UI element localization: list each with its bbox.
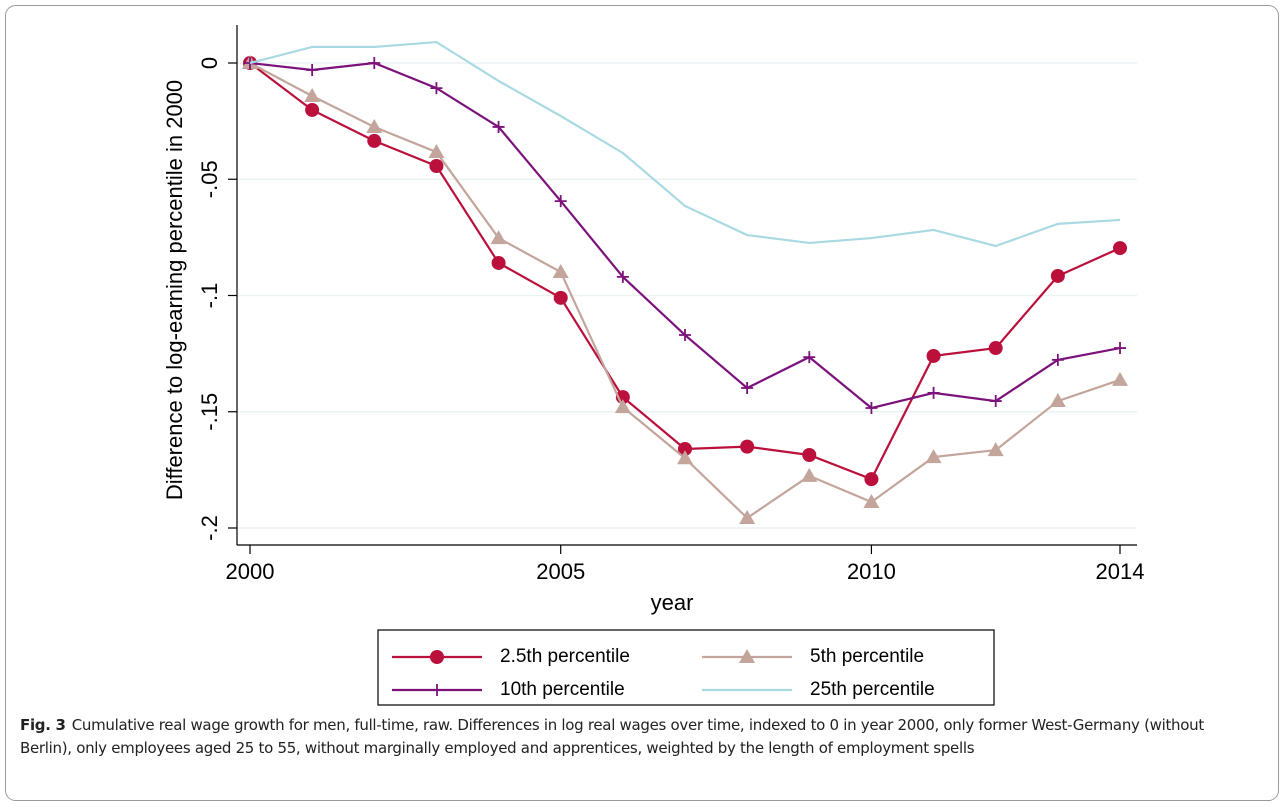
point [741, 382, 754, 395]
point [616, 270, 629, 283]
point [988, 341, 1003, 356]
point [490, 230, 507, 245]
point [989, 395, 1002, 408]
point [677, 450, 693, 465]
point [304, 88, 321, 103]
legend [377, 629, 995, 706]
caption-text: Cumulative real wage growth for men, ful… [20, 716, 1204, 757]
caption-label: Fig. 3 [20, 716, 66, 734]
legend-marker [739, 649, 755, 663]
point [428, 144, 445, 159]
x-axis-title: year [651, 590, 694, 615]
legend-label: 5th percentile [810, 646, 924, 667]
point [803, 351, 816, 364]
legend-label: 25th percentile [810, 679, 935, 700]
point [739, 510, 756, 525]
point [864, 472, 879, 487]
point [491, 255, 506, 270]
x-tick-label: 2010 [847, 559, 896, 584]
y-tick-label: -.05 [197, 160, 222, 198]
point [306, 63, 319, 76]
frame [5, 5, 1279, 801]
y-tick-label: -.2 [197, 515, 222, 541]
point [1112, 371, 1128, 386]
series-line [249, 40, 1121, 248]
point [1050, 268, 1065, 283]
y-tick-label: 0 [197, 57, 222, 69]
point [366, 118, 383, 133]
point [552, 264, 569, 279]
point [430, 82, 443, 95]
point [367, 133, 382, 148]
point [1114, 342, 1126, 355]
point [987, 442, 1004, 457]
y-axis-title: Difference to log-earning percentile in … [162, 80, 187, 500]
x-tick-label: 2014 [1096, 559, 1145, 584]
caption: Fig. 3 Cumulative real wage growth for me… [20, 714, 1260, 760]
legend-label: 10th percentile [500, 679, 625, 700]
point [927, 386, 940, 399]
legend-marker [430, 650, 444, 664]
point [1051, 353, 1064, 366]
point [926, 348, 941, 363]
point [553, 290, 568, 305]
series-line [249, 61, 1121, 410]
series-line [249, 62, 1121, 481]
point [740, 439, 755, 454]
point [429, 158, 444, 173]
x-tick-label: 2005 [536, 559, 585, 584]
point [368, 57, 381, 69]
x-tick-label: 2000 [226, 559, 275, 584]
point [614, 399, 631, 414]
point [679, 329, 691, 342]
legend-marker [431, 684, 443, 696]
y-tick-label: -.1 [197, 283, 222, 309]
point [305, 102, 320, 117]
point [554, 195, 567, 208]
point [925, 449, 942, 464]
legend-label: 2.5th percentile [500, 646, 630, 667]
point [1049, 393, 1066, 408]
point [1113, 241, 1127, 256]
point [801, 467, 818, 482]
point [865, 402, 878, 415]
point [678, 441, 692, 456]
point [492, 120, 505, 133]
y-tick-label: -.15 [197, 393, 222, 431]
point [863, 493, 880, 508]
point [802, 447, 817, 462]
